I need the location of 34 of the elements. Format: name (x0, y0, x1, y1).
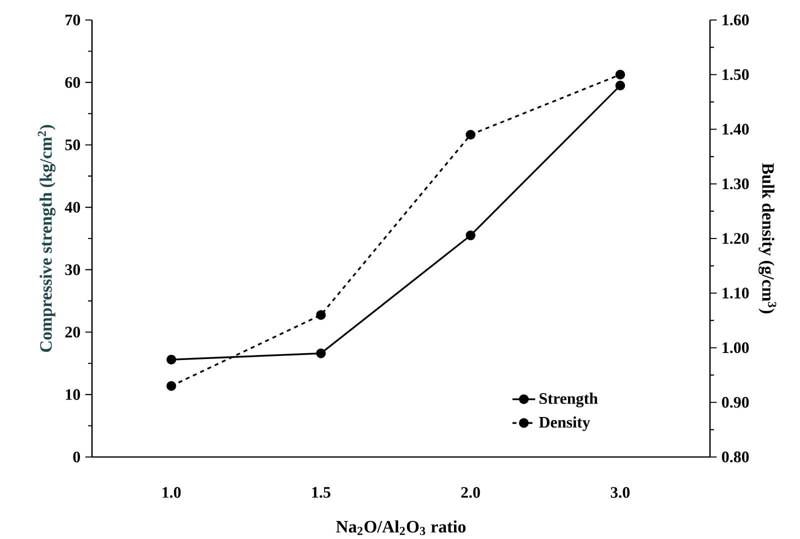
point (316, 348, 326, 358)
y-tick-label: 10 (66, 389, 80, 400)
x-axis-title: Na$_{2}$O/Al$_{2}$O$_{3}$ ratio (336, 520, 466, 536)
y2-tick-label: 1.50 (722, 69, 749, 80)
y2-tick-label: 1.10 (722, 288, 749, 299)
x-tick-label: 3.0 (610, 487, 630, 498)
y-tick-label: 70 (66, 14, 80, 26)
y-tick-label: 40 (64, 202, 80, 213)
legend-label: Density (539, 416, 590, 431)
y2-tick-label: 0.80 (722, 452, 749, 462)
y-axis-title: Compressive strength (kg/cm$^{2}$) (38, 125, 56, 352)
y2-axis-title: Bulk density (g/cm$^{3}$) (758, 163, 776, 314)
y-tick-label: 20 (65, 326, 80, 338)
point (615, 70, 626, 80)
point (316, 310, 326, 320)
point (166, 381, 176, 391)
x-tick-label: 2.0 (461, 487, 480, 498)
point (615, 80, 626, 90)
y-tick-label: 0 (73, 452, 80, 462)
y2-tick-label: 1.00 (722, 342, 749, 354)
y-tick-label: 60 (65, 77, 80, 88)
point (466, 230, 476, 240)
y2-tick-label: 1.40 (722, 124, 749, 135)
y-tick-label: 30 (65, 264, 80, 276)
x-tick-label: 1.0 (162, 487, 181, 498)
point (466, 130, 476, 140)
y-tick-label: 50 (65, 139, 80, 150)
legend-label: Strength (540, 392, 598, 408)
point (166, 354, 176, 364)
y2-tick-label: 1.20 (722, 233, 749, 244)
y2-tick-label: 1.30 (722, 178, 749, 190)
y2-tick-label: 1.60 (722, 14, 749, 26)
y2-tick-label: 0.90 (722, 396, 749, 408)
x-tick-label: 1.5 (312, 487, 330, 498)
